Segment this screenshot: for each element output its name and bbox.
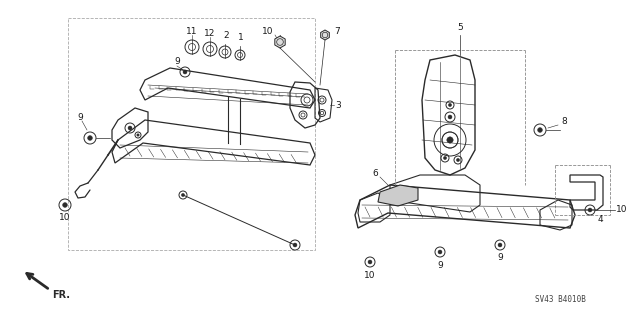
Circle shape — [538, 128, 543, 132]
Text: 9: 9 — [174, 57, 180, 66]
Circle shape — [438, 250, 442, 254]
Text: 10: 10 — [616, 205, 628, 214]
Text: 9: 9 — [497, 254, 503, 263]
Circle shape — [456, 159, 460, 162]
Text: 4: 4 — [597, 216, 603, 225]
Circle shape — [588, 208, 592, 212]
Circle shape — [448, 115, 452, 119]
Text: 2: 2 — [223, 32, 229, 41]
Text: 9: 9 — [437, 261, 443, 270]
Circle shape — [293, 243, 297, 247]
Circle shape — [128, 126, 132, 130]
Text: 1: 1 — [238, 33, 244, 42]
Circle shape — [88, 136, 92, 140]
Text: SV43 B4010B: SV43 B4010B — [534, 295, 586, 305]
Circle shape — [181, 193, 184, 197]
Circle shape — [137, 134, 140, 136]
Circle shape — [449, 103, 452, 107]
Text: 8: 8 — [561, 117, 567, 127]
Circle shape — [447, 137, 453, 143]
Circle shape — [368, 260, 372, 264]
Text: 10: 10 — [60, 213, 71, 222]
Text: 5: 5 — [457, 24, 463, 33]
Text: FR.: FR. — [52, 290, 70, 300]
Circle shape — [444, 156, 447, 160]
Text: 9: 9 — [77, 114, 83, 122]
Text: 3: 3 — [335, 100, 341, 109]
Text: 11: 11 — [186, 27, 198, 36]
Circle shape — [63, 203, 67, 207]
Text: 10: 10 — [364, 271, 376, 279]
Text: 7: 7 — [334, 27, 340, 36]
Circle shape — [183, 70, 187, 74]
Text: 12: 12 — [204, 29, 216, 39]
Polygon shape — [321, 30, 330, 40]
Polygon shape — [275, 36, 285, 48]
Circle shape — [498, 243, 502, 247]
Text: 6: 6 — [372, 168, 378, 177]
Text: 10: 10 — [262, 27, 274, 36]
Polygon shape — [378, 185, 418, 206]
